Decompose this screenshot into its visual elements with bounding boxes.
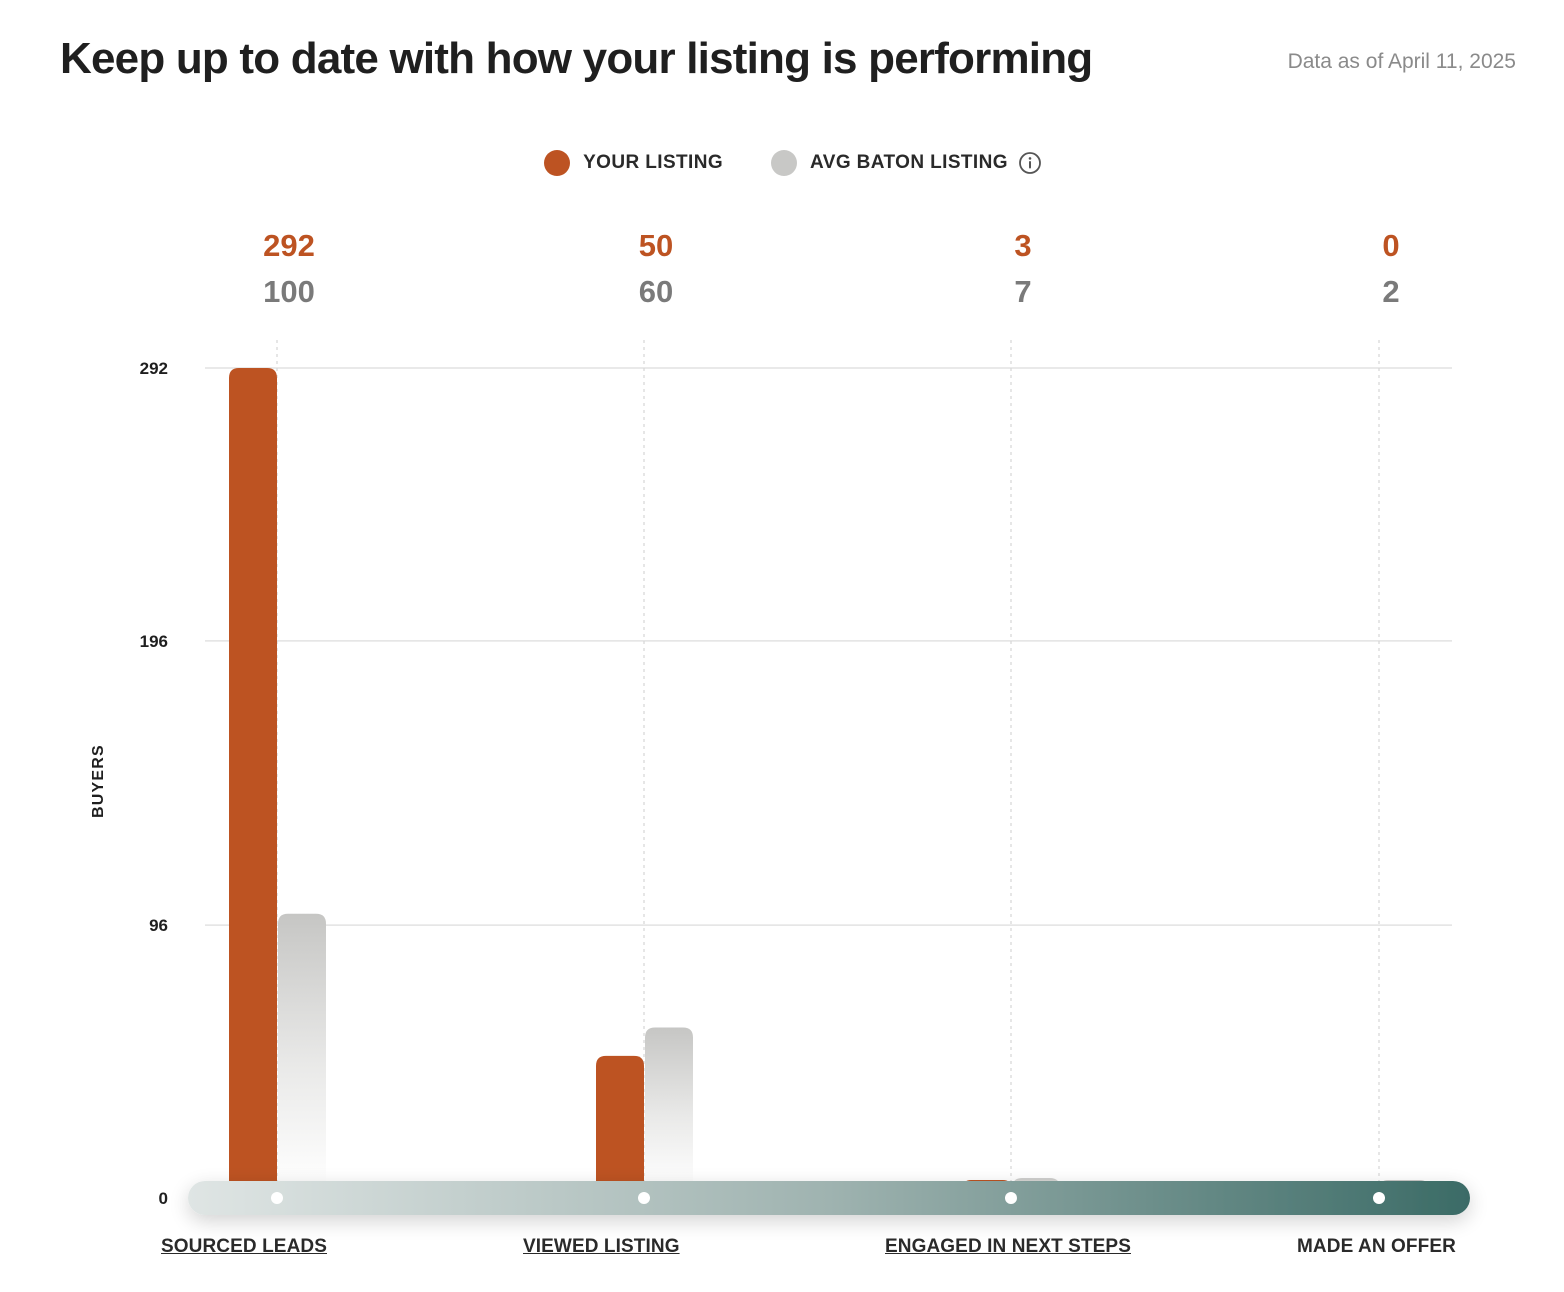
value-label-avg-baton-listing-2: 7 bbox=[1014, 274, 1032, 309]
value-label-your-listing-3: 0 bbox=[1382, 228, 1400, 263]
y-axis-ticks: 0 96 196 292 bbox=[140, 359, 168, 1208]
stage-label-sourced-leads[interactable]: SOURCED LEADS bbox=[161, 1236, 327, 1257]
value-label-avg-baton-listing-3: 2 bbox=[1382, 274, 1400, 309]
grid-lines bbox=[205, 340, 1452, 1184]
value-label-avg-baton-listing-1: 60 bbox=[638, 274, 674, 309]
value-label-your-listing-2: 3 bbox=[1014, 228, 1032, 263]
stage-label-viewed-listing[interactable]: VIEWED LISTING bbox=[523, 1236, 680, 1257]
bar-avg-baton-listing-0[interactable] bbox=[278, 913, 326, 1188]
bars bbox=[229, 368, 1428, 1188]
y-tick-label-292: 292 bbox=[140, 359, 168, 378]
chart-legend: YOUR LISTING AVG BATON LISTING bbox=[0, 150, 1564, 176]
legend-item-your-listing: YOUR LISTING bbox=[544, 150, 723, 176]
bar-avg-baton-listing-1[interactable] bbox=[645, 1027, 693, 1188]
stage-dot-0 bbox=[271, 1192, 283, 1204]
stage-dot-2 bbox=[1005, 1192, 1017, 1204]
bar-your-listing-1[interactable] bbox=[596, 1055, 644, 1188]
data-as-of-date: Data as of April 11, 2025 bbox=[1287, 50, 1516, 73]
stage-dot-1 bbox=[638, 1192, 650, 1204]
legend-swatch-your-listing bbox=[544, 150, 571, 176]
stage-dot-3 bbox=[1373, 1192, 1385, 1204]
value-label-your-listing-0: 292 bbox=[263, 228, 315, 263]
value-label-your-listing-1: 50 bbox=[638, 228, 674, 263]
y-axis-title: BUYERS bbox=[90, 744, 107, 818]
stage-label-made-an-offer: MADE AN OFFER bbox=[1297, 1236, 1456, 1257]
y-tick-label-196: 196 bbox=[140, 632, 168, 651]
legend-label-avg-baton-listing: AVG BATON LISTING bbox=[810, 152, 1008, 173]
bar-your-listing-0[interactable] bbox=[229, 368, 277, 1188]
info-icon[interactable] bbox=[1018, 151, 1042, 175]
legend-swatch-avg-baton-listing bbox=[771, 150, 798, 176]
legend-item-avg-baton-listing: AVG BATON LISTING bbox=[771, 150, 1042, 176]
stage-label-engaged-in-next-steps[interactable]: ENGAGED IN NEXT STEPS bbox=[885, 1236, 1131, 1257]
funnel-track-bar bbox=[188, 1181, 1470, 1215]
page-title: Keep up to date with how your listing is… bbox=[60, 34, 1093, 83]
funnel-track bbox=[188, 1181, 1470, 1215]
legend-label-your-listing: YOUR LISTING bbox=[583, 152, 724, 173]
y-tick-label-96: 96 bbox=[149, 916, 168, 935]
value-label-avg-baton-listing-0: 100 bbox=[263, 274, 315, 309]
y-tick-label-0: 0 bbox=[159, 1189, 168, 1208]
